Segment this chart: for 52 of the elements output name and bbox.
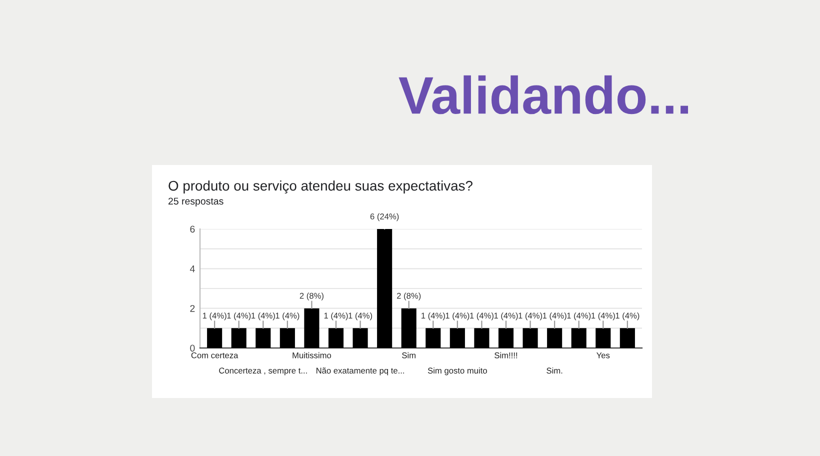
x-tick-label: Concerteza , sempre t... — [219, 368, 307, 376]
data-label: 1 (4%) — [567, 312, 591, 320]
x-tick-label: Sim. — [546, 367, 562, 374]
x-tick-label: Sim!!!! — [494, 352, 518, 358]
bar — [522, 328, 538, 348]
bar — [571, 328, 586, 348]
chart-title: O produto ou serviço atendeu suas expectativas? — [168, 180, 472, 194]
data-label: 6 (24%) — [370, 213, 399, 222]
data-label: 1 (4%) — [227, 312, 251, 320]
bar — [256, 328, 271, 348]
data-label: 1 (4%) — [616, 312, 640, 320]
y-tick-label: 0 — [190, 344, 195, 352]
x-tick-label: Sim — [402, 352, 416, 358]
bar — [547, 328, 562, 348]
data-label: 1 (4%) — [252, 312, 275, 320]
chart-subtitle: 25 respostas — [168, 198, 224, 207]
bar — [620, 328, 635, 348]
data-label: 1 (4%) — [202, 312, 226, 320]
data-label: 1 (4%) — [542, 312, 566, 320]
y-tick-label: 4 — [190, 266, 195, 272]
data-label: 1 (4%) — [276, 312, 300, 320]
bar — [474, 328, 490, 348]
bar — [450, 328, 465, 348]
bar — [280, 328, 295, 348]
bar — [231, 328, 246, 348]
bar — [304, 308, 320, 348]
data-label: 2 (8%) — [300, 292, 324, 300]
data-label: 1 (4%) — [348, 312, 372, 320]
x-tick-label: Não exatamente pq te... — [316, 368, 404, 376]
bar — [328, 328, 344, 348]
data-label: 1 (4%) — [592, 312, 615, 320]
bar — [352, 328, 368, 348]
x-tick-label: Yes — [596, 352, 610, 358]
data-label: 2 (8%) — [397, 292, 421, 300]
data-label: 1 (4%) — [324, 312, 348, 320]
bar — [377, 229, 392, 348]
data-label: 1 (4%) — [470, 312, 494, 320]
x-tick-label: Sim gosto muito — [428, 367, 487, 376]
data-label: 1 (4%) — [422, 312, 445, 320]
y-tick-label: 6 — [190, 226, 195, 233]
bar — [401, 308, 416, 348]
x-tick-label: Com certeza — [191, 352, 238, 358]
bar — [498, 328, 514, 348]
data-label: 1 (4%) — [518, 312, 542, 320]
y-tick-label: 2 — [190, 305, 195, 312]
bar — [207, 328, 222, 348]
bar — [596, 328, 611, 348]
data-label: 1 (4%) — [446, 312, 470, 320]
data-label: 1 (4%) — [494, 312, 518, 320]
bar — [426, 328, 441, 348]
x-tick-label: Muitissimo — [292, 352, 332, 358]
text: Validando... — [398, 75, 688, 114]
